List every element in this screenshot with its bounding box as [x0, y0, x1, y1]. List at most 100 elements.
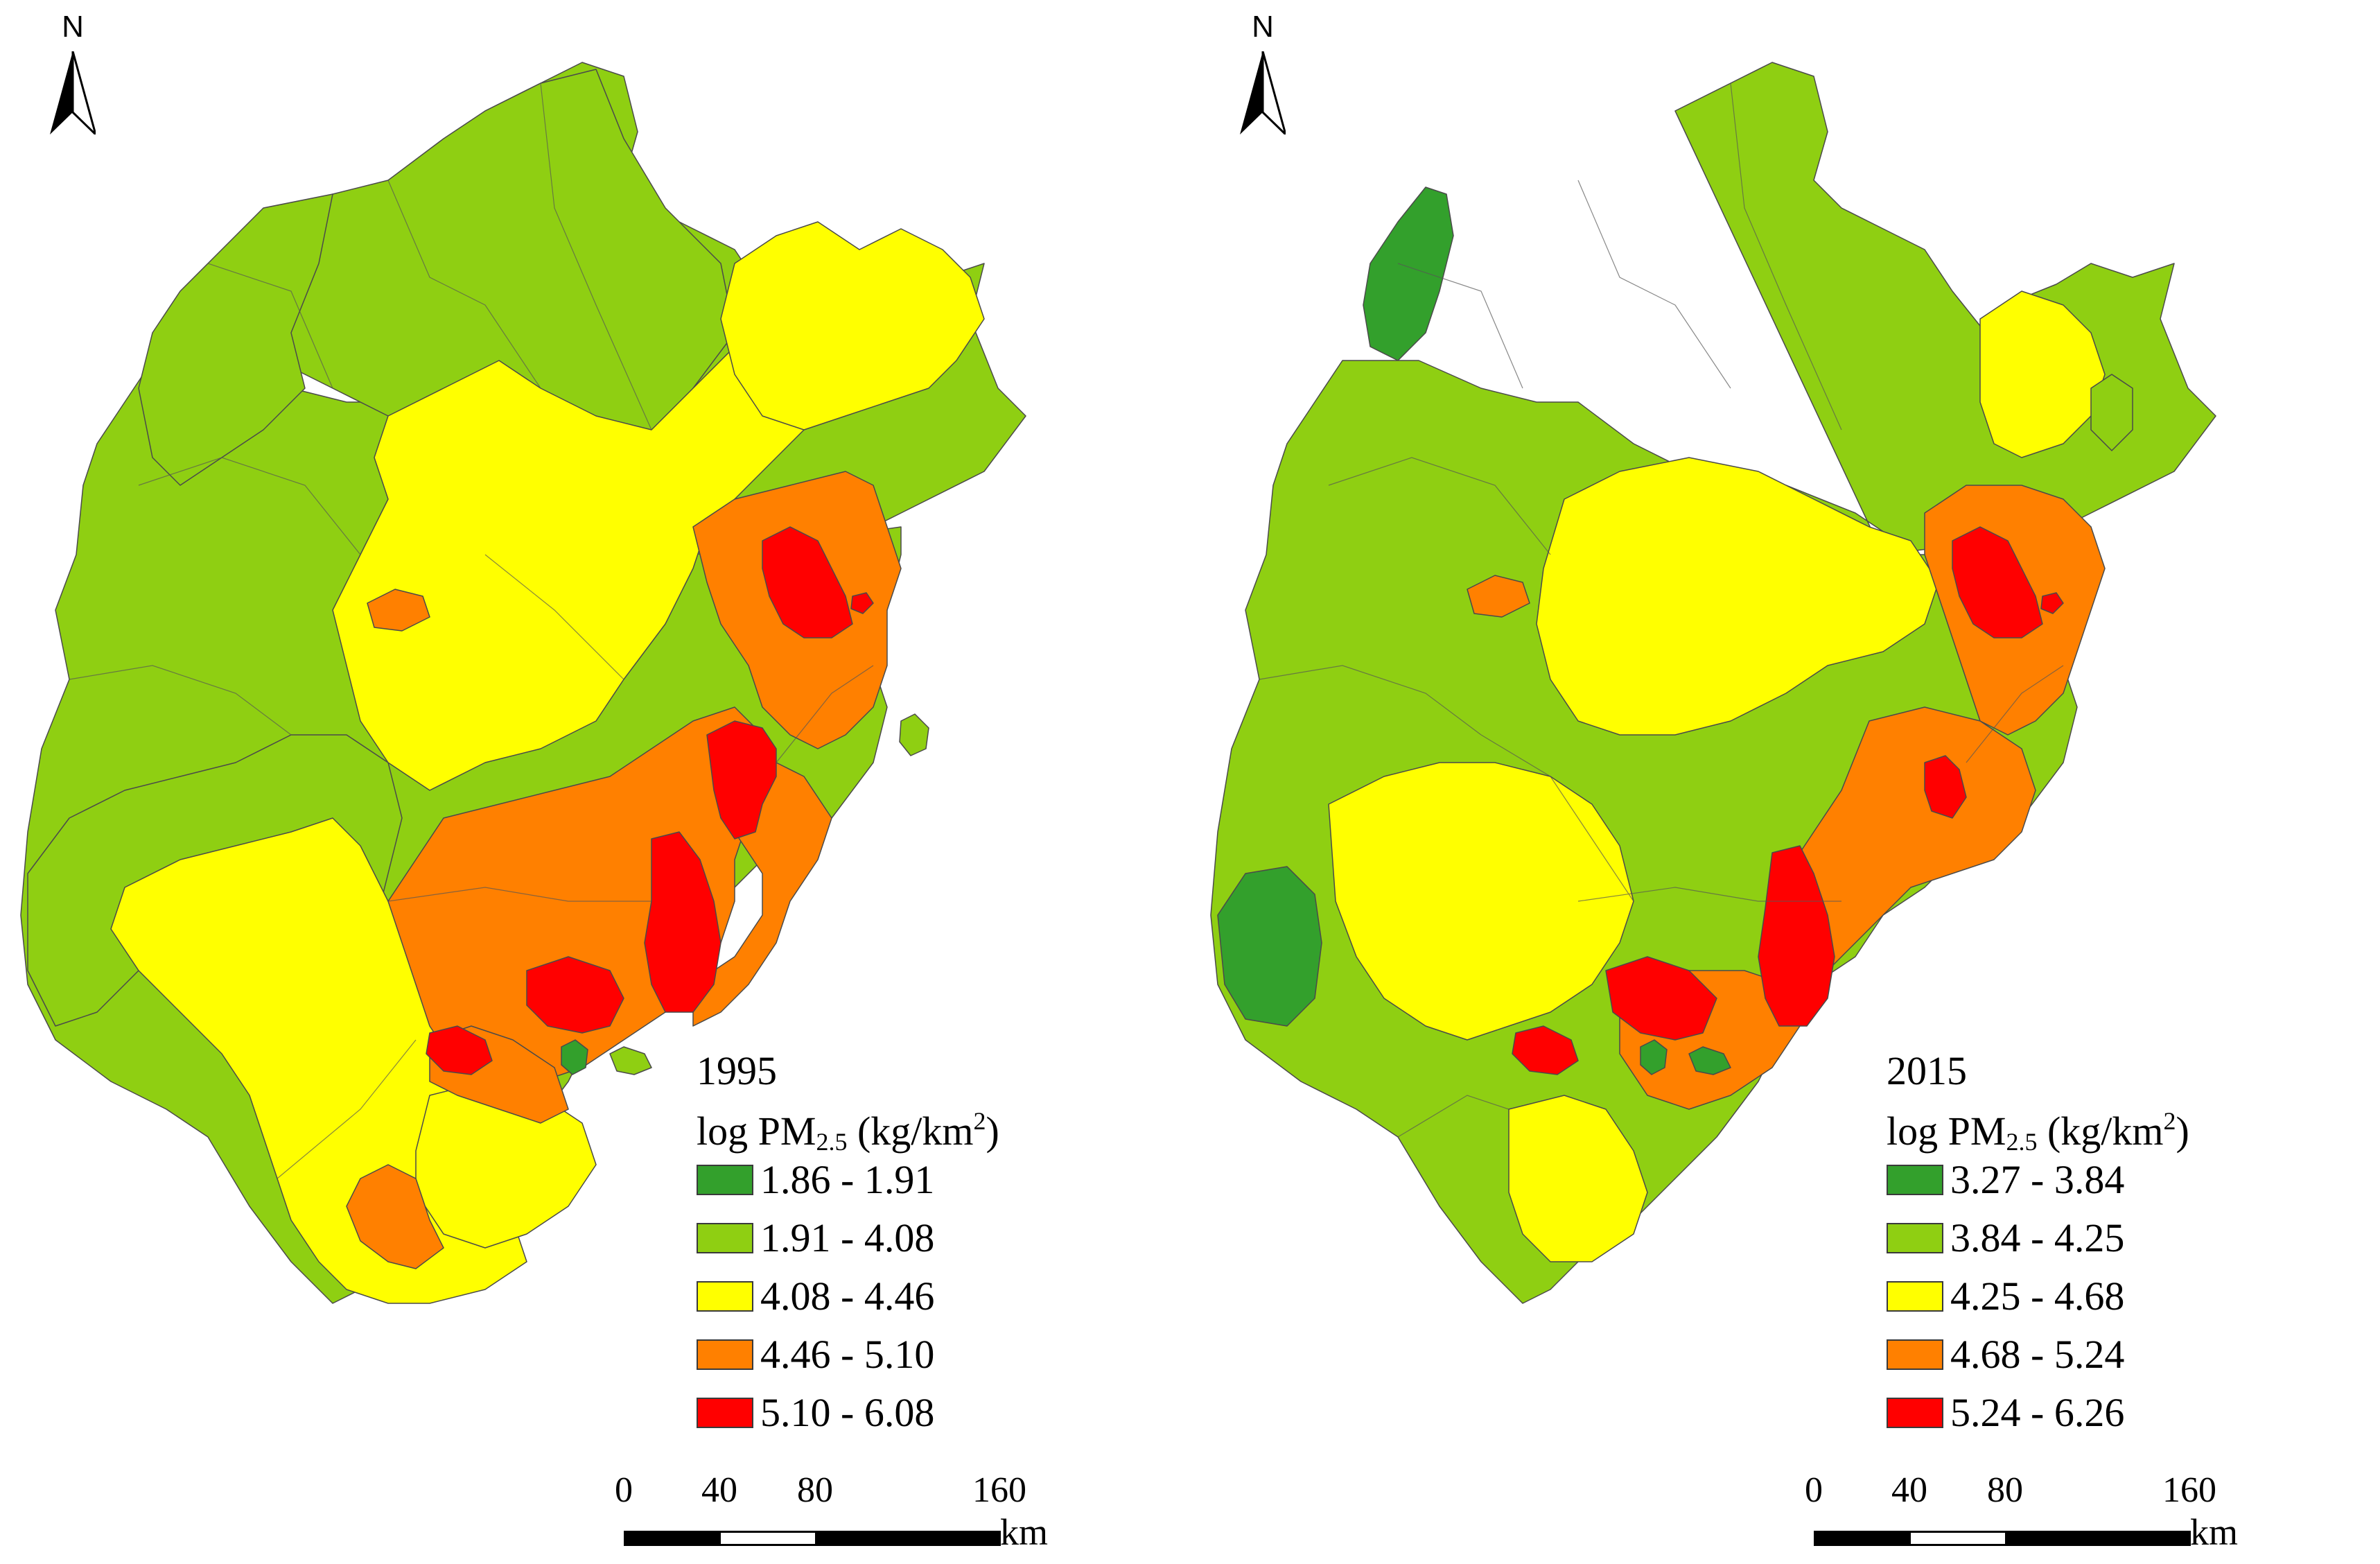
- region-red-islet: [850, 592, 874, 614]
- north-arrow-icon: [1240, 51, 1286, 134]
- region-red-central: [1924, 755, 1967, 819]
- legend-label: 4.68 - 5.24: [1950, 1332, 2125, 1377]
- legend-title: log PM2.5 (kg/km2): [1887, 1095, 2344, 1156]
- map-panel-2015: N 2015 log PM2.5 (kg/km2) 3.27 - 3.84 3.8…: [1190, 0, 2380, 1564]
- map-panel-1995: N 1995 log PM2.5 (kg/km2) 1.86 - 1.91 1.9…: [20, 10, 1154, 1553]
- legend-title-unit-close: ): [986, 1109, 999, 1154]
- region-red-islet: [2040, 592, 2064, 614]
- region-orange-coastal-band: [692, 762, 832, 1027]
- region-orange-islet-west: [1467, 575, 1530, 618]
- scale-segment: [719, 1531, 817, 1546]
- region-red-southwest: [1512, 1025, 1579, 1075]
- region-darkgreen-northwest: [1363, 186, 1454, 361]
- legend-title-sup: 2: [2163, 1107, 2176, 1135]
- legend-2015: 2015 log PM2.5 (kg/km2) 3.27 - 3.84 3.84 …: [1887, 1047, 2344, 1442]
- region-green-islet-2: [899, 713, 929, 756]
- legend-label: 1.91 - 4.08: [760, 1215, 935, 1260]
- region-red-central: [706, 720, 777, 840]
- legend-label: 3.84 - 4.25: [1950, 1215, 2125, 1260]
- north-label: N: [1252, 10, 1274, 44]
- scale-segment: [815, 1531, 1001, 1546]
- legend-title-text: log PM: [1887, 1109, 2006, 1154]
- legend-label: 3.27 - 3.84: [1950, 1157, 2125, 1202]
- scale-segment: [2005, 1531, 2191, 1546]
- region-red-south-b: [526, 956, 624, 1034]
- legend-swatch: [1887, 1398, 1943, 1428]
- legend-title-unit-close: ): [2176, 1109, 2189, 1154]
- legend-item: 1.86 - 1.91: [697, 1151, 1154, 1209]
- legend-swatch: [1887, 1223, 1943, 1253]
- legend-label: 4.08 - 4.46: [760, 1274, 935, 1319]
- legend-label: 5.24 - 6.26: [1950, 1390, 2125, 1435]
- scale-segment: [624, 1531, 721, 1546]
- legend-label: 5.10 - 6.08: [760, 1390, 935, 1435]
- scale-tick: 160: [972, 1470, 1026, 1510]
- scale-tick: 0: [1805, 1470, 1823, 1510]
- region-red-south-a: [1758, 845, 1835, 1027]
- legend-title-sub: 2.5: [816, 1128, 848, 1156]
- region-red-southwest: [426, 1025, 493, 1075]
- region-red-south-b: [1605, 956, 1717, 1041]
- region-green-islet-3: [609, 1046, 652, 1075]
- county-boundaries: [69, 82, 874, 1179]
- scale-tick: 40: [1891, 1470, 1927, 1510]
- legend-label: 4.46 - 5.10: [760, 1332, 935, 1377]
- legend-swatch: [1887, 1339, 1943, 1370]
- legend-label: 4.25 - 4.68: [1950, 1274, 2125, 1319]
- north-arrow: N: [1232, 10, 1294, 141]
- legend-swatch: [697, 1281, 753, 1312]
- scale-bar: 0 40 80 160 km: [610, 1470, 1109, 1553]
- legend-title-sub: 2.5: [2006, 1128, 2038, 1156]
- legend-title-text: log PM: [697, 1109, 816, 1154]
- scale-tick: 0: [615, 1470, 633, 1510]
- scale-unit: km: [1000, 1511, 1049, 1553]
- scale-unit: km: [2190, 1511, 2239, 1553]
- region-green-islet-3: [1688, 1046, 1731, 1075]
- north-arrow: N: [42, 10, 104, 141]
- legend-year: 1995: [697, 1048, 777, 1093]
- legend-item: 1.91 - 4.08: [697, 1209, 1154, 1267]
- legend-item: 4.68 - 5.24: [1887, 1326, 2344, 1384]
- scale-tick: 40: [701, 1470, 737, 1510]
- legend-item: 5.10 - 6.08: [697, 1384, 1154, 1442]
- legend-title: log PM2.5 (kg/km2): [697, 1095, 1154, 1156]
- scale-segment: [1909, 1531, 2007, 1546]
- region-yellow-south: [1328, 762, 1634, 1041]
- region-yellow-northeast: [720, 221, 985, 431]
- legend-swatch: [697, 1223, 753, 1253]
- scale-segment: [1814, 1531, 1911, 1546]
- legend-title-unit: (kg/km: [2037, 1109, 2164, 1154]
- region-green-west: [138, 193, 333, 486]
- region-orange-south-tip: [346, 1164, 444, 1269]
- legend-swatch: [697, 1339, 753, 1370]
- region-yellow-central: [1536, 457, 1939, 736]
- scale-tick: 80: [1987, 1470, 2023, 1510]
- legend-items: 3.27 - 3.84 3.84 - 4.25 4.25 - 4.68 4.68 - …: [1887, 1151, 2344, 1442]
- region-yellow-coast: [1508, 1095, 1648, 1262]
- choropleth-map-1995: [20, 62, 1026, 1304]
- legend-items: 1.86 - 1.91 1.91 - 4.08 4.08 - 4.46 4.46 - …: [697, 1151, 1154, 1442]
- legend-item: 3.84 - 4.25: [1887, 1209, 2344, 1267]
- legend-swatch: [697, 1398, 753, 1428]
- legend-label: 1.86 - 1.91: [760, 1157, 935, 1202]
- scale-tick: 80: [797, 1470, 833, 1510]
- region-green-islet-1: [1640, 1039, 1668, 1075]
- legend-year: 2015: [1887, 1048, 1967, 1093]
- legend-title-sup: 2: [973, 1107, 986, 1135]
- county-boundaries: [1259, 82, 2064, 1138]
- legend-swatch: [697, 1165, 753, 1195]
- scale-tick: 160: [2162, 1470, 2216, 1510]
- region-darkgreen-southwest: [1217, 866, 1322, 1027]
- region-orange-islet-west: [367, 589, 430, 632]
- legend-item: 4.25 - 4.68: [1887, 1267, 2344, 1326]
- legend-item: 4.46 - 5.10: [697, 1326, 1154, 1384]
- north-label: N: [62, 10, 84, 44]
- legend-1995: 1995 log PM2.5 (kg/km2) 1.86 - 1.91 1.91 …: [697, 1047, 1154, 1442]
- legend-item: 3.27 - 3.84: [1887, 1151, 2344, 1209]
- scale-bar: 0 40 80 160 km: [1800, 1470, 2299, 1553]
- legend-item: 4.08 - 4.46: [697, 1267, 1154, 1326]
- region-red-south-a: [644, 831, 721, 1013]
- choropleth-map-2015: [1210, 62, 2216, 1304]
- north-arrow-icon: [50, 51, 96, 134]
- legend-item: 5.24 - 6.26: [1887, 1384, 2344, 1442]
